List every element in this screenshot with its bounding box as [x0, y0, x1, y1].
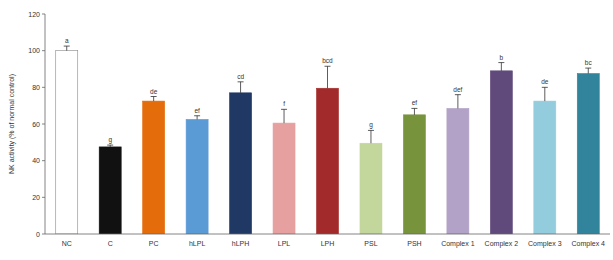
x-axis — [45, 234, 610, 235]
y-tick — [42, 197, 45, 198]
bar — [490, 71, 512, 234]
bar — [186, 119, 208, 234]
x-tick-label: PSH — [407, 240, 421, 247]
error-bar — [368, 130, 374, 143]
y-tick-label: 100 — [28, 47, 40, 54]
significance-letter: ef — [412, 99, 418, 106]
x-tick-label: hLPL — [189, 240, 205, 247]
x-tick-label: Complex 1 — [441, 240, 475, 248]
error-bar — [281, 109, 287, 123]
error-bar — [238, 82, 244, 93]
significance-letter: g — [369, 121, 373, 129]
bar — [577, 74, 599, 234]
significance-letter: a — [65, 37, 69, 44]
x-tick-label: Complex 3 — [528, 240, 562, 248]
y-tick-label: 120 — [28, 11, 40, 18]
x-tick-label: LPL — [278, 240, 291, 247]
error-bar — [64, 46, 70, 51]
significance-letter: de — [541, 78, 549, 85]
x-tick-label: Complex 4 — [572, 240, 606, 248]
bar — [317, 88, 339, 234]
significance-letter: ef — [194, 107, 200, 114]
error-bar — [455, 95, 461, 109]
y-tick — [42, 234, 45, 235]
x-tick-label: NC — [62, 240, 72, 247]
error-bar — [585, 68, 591, 74]
significance-letter: g — [108, 136, 112, 144]
error-bar — [498, 63, 504, 71]
significance-letter: bc — [585, 59, 593, 66]
error-bar — [194, 116, 200, 120]
significance-letter: f — [283, 100, 285, 107]
significance-letter: bcd — [322, 57, 333, 64]
y-tick-label: 0 — [36, 231, 40, 238]
error-bar — [107, 145, 113, 147]
y-axis-label: NK activity (% of normal control) — [8, 74, 16, 174]
y-tick-label: 40 — [32, 157, 40, 164]
bar — [230, 93, 252, 234]
bar — [360, 143, 382, 234]
bar — [56, 51, 78, 234]
error-bar — [325, 66, 331, 88]
y-tick-label: 80 — [32, 84, 40, 91]
error-bar — [411, 108, 417, 114]
x-tick-label: C — [108, 240, 113, 247]
y-tick — [42, 87, 45, 88]
significance-letter: cd — [237, 73, 244, 80]
significance-letter: de — [150, 88, 158, 95]
x-tick-label: PSL — [364, 240, 377, 247]
bar — [143, 101, 165, 234]
y-tick — [42, 124, 45, 125]
bar — [403, 115, 425, 234]
x-tick-label: Complex 2 — [485, 240, 519, 248]
bar — [447, 108, 469, 234]
y-tick — [42, 160, 45, 161]
x-tick-label: PC — [149, 240, 159, 247]
bar — [273, 123, 295, 234]
bar — [534, 101, 556, 234]
y-tick-label: 20 — [32, 194, 40, 201]
y-tick-label: 60 — [32, 121, 40, 128]
y-tick — [42, 14, 45, 15]
bar — [99, 147, 121, 234]
error-bar — [151, 97, 157, 102]
y-tick — [42, 50, 45, 51]
x-tick-label: LPH — [321, 240, 335, 247]
x-tick-label: hLPH — [232, 240, 250, 247]
error-bar — [542, 87, 548, 101]
significance-letter: def — [453, 86, 462, 93]
significance-letter: b — [500, 54, 504, 61]
